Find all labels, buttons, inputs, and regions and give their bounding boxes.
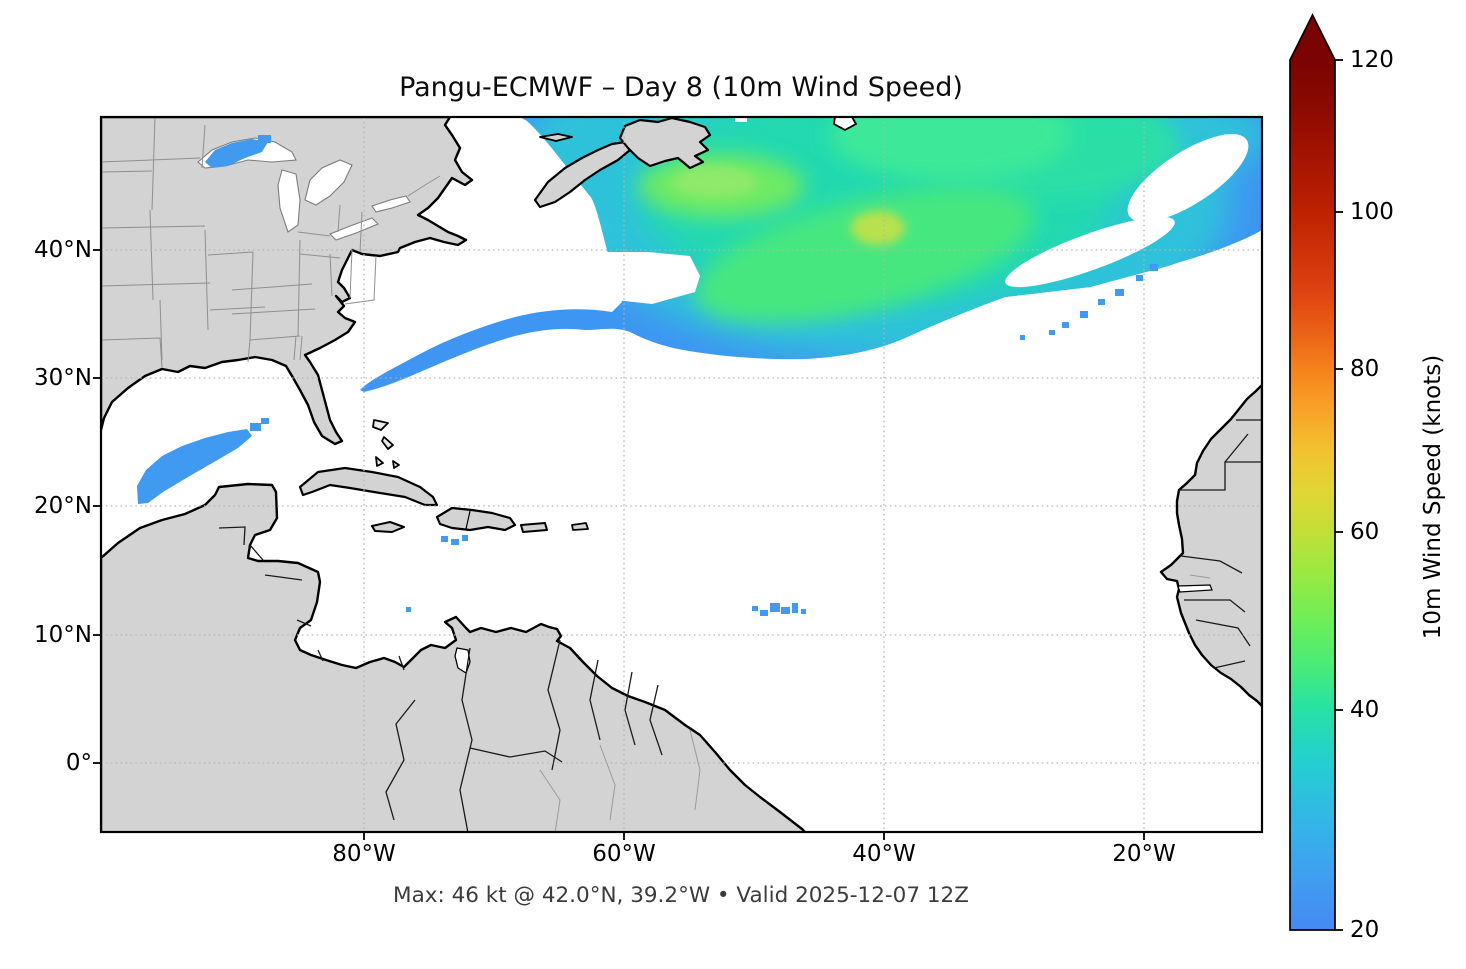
land-north-america — [101, 117, 474, 446]
x-tick-label-20w: 20°W — [1112, 841, 1176, 867]
border-haiti-dr — [465, 510, 471, 530]
colorbar — [1289, 13, 1343, 931]
x-tick-label-80w: 80°W — [332, 841, 396, 867]
axis-ticks — [93, 249, 1145, 840]
lake-huron — [304, 159, 353, 206]
colorbar-tick-100: 100 — [1350, 199, 1394, 225]
colorbar-gradient-bar — [1289, 13, 1336, 931]
land-bahamas — [372, 419, 400, 469]
y-tick-label-30n: 30°N — [34, 365, 92, 391]
y-tick-label-20n: 20°N — [34, 493, 92, 519]
y-tick-label-40n: 40°N — [34, 237, 92, 263]
lake-superior-wind-patch — [205, 135, 271, 168]
plot-border — [99, 115, 1264, 834]
wind-field-fragments — [137, 264, 1158, 616]
land-pei — [539, 133, 573, 142]
x-tick-label-40w: 40°W — [852, 841, 916, 867]
land-islet — [833, 117, 857, 131]
colorbar-tick-120: 120 — [1350, 47, 1394, 73]
y-tick-label-10n: 10°N — [34, 622, 92, 648]
calm-bay-southeast-of-nova-scotia — [600, 252, 700, 304]
land-puerto-rico — [520, 522, 548, 533]
land-central-south-america — [101, 482, 807, 832]
land-masses — [101, 117, 1262, 832]
lake-michigan — [277, 169, 301, 233]
lake-erie — [329, 217, 379, 241]
land-lesser-antilles — [571, 522, 589, 531]
x-tick-label-60w: 60°W — [592, 841, 656, 867]
gulf-of-mexico-patch — [137, 429, 252, 504]
calm-wedge — [1005, 216, 1175, 288]
colorbar-tick-marks — [1335, 59, 1343, 931]
land-africa — [1159, 383, 1262, 708]
colorbar-tick-60: 60 — [1350, 519, 1380, 545]
colorbar-tick-20: 20 — [1350, 917, 1380, 943]
colorbar-tick-80: 80 — [1350, 356, 1380, 382]
lake-ontario — [371, 195, 411, 213]
minor-borders — [539, 574, 1211, 832]
colorbar-tick-40: 40 — [1350, 697, 1380, 723]
calm-hole-northeast-atlantic — [1127, 134, 1249, 222]
land-cuba — [298, 466, 439, 507]
plot-title: Pangu-ECMWF – Day 8 (10m Wind Speed) — [399, 72, 963, 103]
max-and-valid-caption: Max: 46 kt @ 42.0°N, 39.2°W • Valid 2025… — [393, 883, 969, 908]
state-borders — [101, 117, 441, 369]
land-jamaica — [371, 521, 405, 533]
land-hispaniola — [435, 506, 517, 532]
wind-field — [137, 117, 1262, 616]
y-tick-label-0: 0° — [65, 750, 92, 776]
gambia-sliver — [1177, 584, 1213, 593]
country-borders — [218, 419, 1262, 832]
